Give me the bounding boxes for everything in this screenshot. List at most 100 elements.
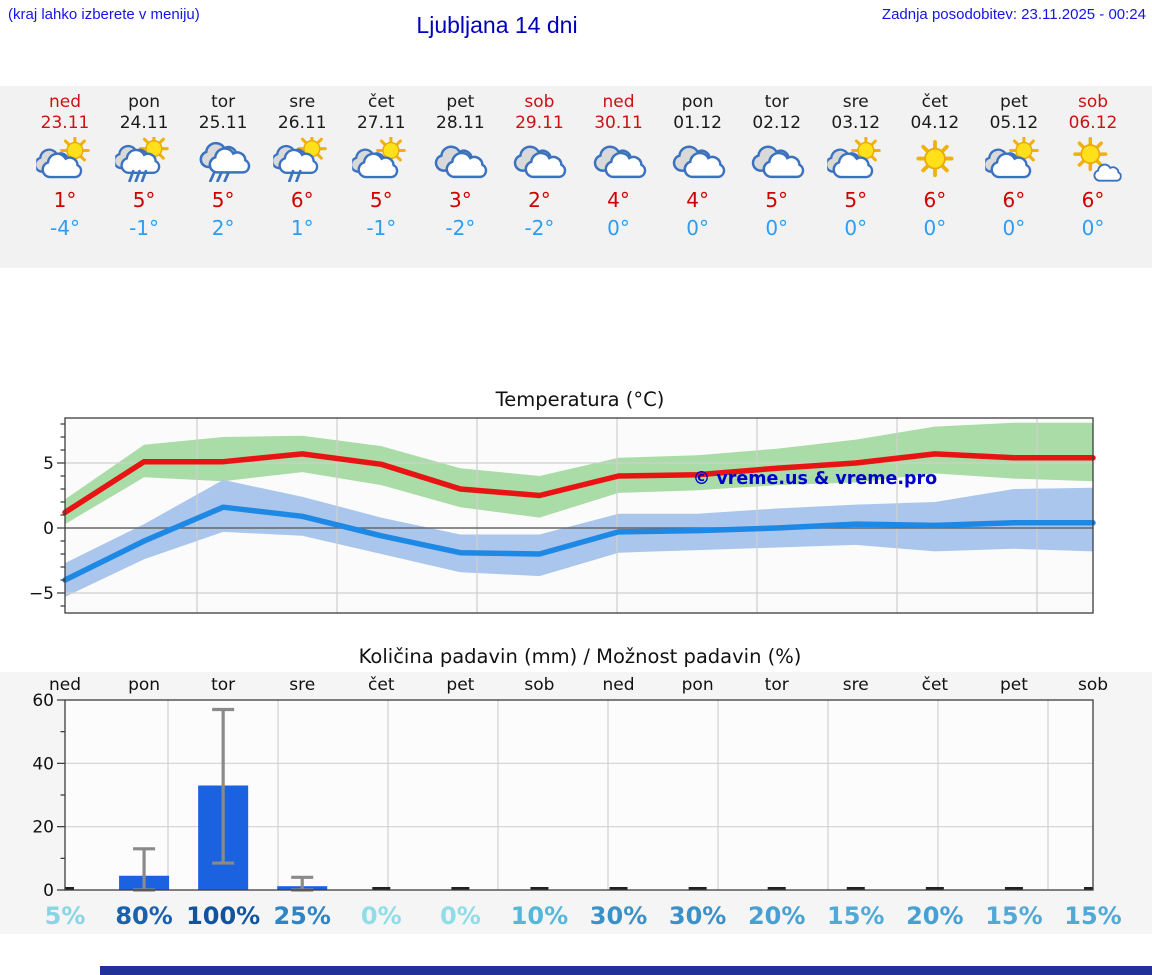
day-column[interactable]: pet 05.12 6° 0° xyxy=(974,92,1053,239)
precip-zero-mark xyxy=(65,887,74,890)
precip-ytick-label: 60 xyxy=(32,691,54,711)
day-name: sre xyxy=(842,92,869,112)
day-column[interactable]: pon 01.12 4° 0° xyxy=(658,92,737,239)
day-name: pet xyxy=(999,92,1028,112)
precip-probability: 10% xyxy=(510,902,569,930)
precip-probability: 20% xyxy=(747,902,806,930)
temp-ytick-label: 5 xyxy=(43,454,54,474)
day-date: 27.11 xyxy=(356,113,406,133)
clouds-icon xyxy=(669,137,727,182)
day-high-temp: 4° xyxy=(607,188,630,212)
precip-zero-mark xyxy=(530,887,549,890)
precip-probability: 25% xyxy=(273,902,331,930)
temp-max-range xyxy=(65,422,1093,525)
clouds-icon xyxy=(431,137,489,182)
day-date: 23.11 xyxy=(40,113,90,133)
precip-probability: 30% xyxy=(589,902,648,930)
day-column[interactable]: čet 27.11 5° -1° xyxy=(342,92,421,239)
sun-cloud-rain3-icon xyxy=(115,137,173,182)
day-high-temp: 6° xyxy=(1081,188,1105,212)
day-name: pet xyxy=(446,92,475,112)
day-high-temp: 5° xyxy=(211,188,235,212)
precip-day-label: pet xyxy=(999,675,1028,695)
day-name: čet xyxy=(921,92,949,112)
footer-bar xyxy=(100,966,1152,975)
precip-probability: 20% xyxy=(906,902,964,930)
precip-day-label: tor xyxy=(211,675,236,695)
day-date: 29.11 xyxy=(515,113,564,133)
day-low-temp: 0° xyxy=(923,216,947,240)
day-column[interactable]: pon 24.11 5° -1° xyxy=(105,92,184,239)
precipitation-chart-title: Količina padavin (mm) / Možnost padavin … xyxy=(358,645,802,668)
precip-error-bar xyxy=(212,707,235,865)
clouds-icon xyxy=(510,137,568,182)
precip-day-label: čet xyxy=(921,675,949,695)
day-low-temp: 2° xyxy=(211,216,235,240)
sun-cloud-icon xyxy=(36,137,94,182)
sun-cloud-icon xyxy=(985,137,1043,182)
day-column[interactable]: pet 28.11 3° -2° xyxy=(421,92,500,239)
temp-min xyxy=(62,504,1096,583)
day-strip: ned 23.11 1° -4° pon 24.11 5° -1° tor 25.11 5° 2° sr… xyxy=(0,86,1152,268)
day-high-temp: 5° xyxy=(765,188,789,212)
day-low-temp: -2° xyxy=(524,216,555,240)
precip-zero-mark xyxy=(451,887,470,890)
precip-probability: 30% xyxy=(668,902,727,930)
precip-probability: 5% xyxy=(44,902,86,930)
day-low-temp: -1° xyxy=(129,216,160,240)
sun-cloud-rain2-icon xyxy=(273,137,331,182)
day-column[interactable]: sob 29.11 2° -2° xyxy=(500,92,579,239)
precip-probability: 0% xyxy=(360,902,402,930)
day-date: 28.11 xyxy=(436,113,485,133)
day-high-temp: 3° xyxy=(449,188,472,212)
temp-max xyxy=(62,451,1096,516)
day-name: pon xyxy=(128,92,161,112)
sun-cloud-icon xyxy=(827,137,885,182)
day-low-temp: 0° xyxy=(1002,216,1026,240)
day-column[interactable]: ned 30.11 4° 0° xyxy=(579,92,658,239)
precip-day-label: ned xyxy=(48,675,82,695)
day-name: ned xyxy=(602,92,635,112)
day-column[interactable]: tor 25.11 5° 2° xyxy=(184,92,263,239)
precip-ytick-label: 0 xyxy=(43,881,54,901)
day-column[interactable]: sre 03.12 5° 0° xyxy=(816,92,895,239)
precipitation-chart: 0 20 40 60 xyxy=(32,691,1094,901)
precip-probability: 100% xyxy=(186,902,261,930)
day-high-temp: 1° xyxy=(53,188,77,212)
day-low-temp: 0° xyxy=(765,216,789,240)
precip-zero-mark xyxy=(688,887,707,890)
temp-min-range xyxy=(65,479,1093,597)
day-low-temp: 0° xyxy=(844,216,868,240)
day-high-temp: 6° xyxy=(290,188,314,212)
menu-hint-text: (kraj lahko izberete v meniju) xyxy=(8,6,200,23)
sun-icon xyxy=(906,137,964,182)
day-date: 30.11 xyxy=(594,113,643,133)
precip-day-label: pet xyxy=(446,675,475,695)
day-column[interactable]: čet 04.12 6° 0° xyxy=(895,92,974,239)
precip-day-label: čet xyxy=(368,675,395,695)
day-high-temp: 4° xyxy=(686,188,709,212)
day-low-temp: 0° xyxy=(686,216,709,240)
day-column[interactable]: ned 23.11 1° -4° xyxy=(26,92,105,239)
day-name: tor xyxy=(211,92,236,112)
precip-ytick-label: 20 xyxy=(32,818,54,838)
precip-zero-mark xyxy=(846,887,865,890)
day-date: 06.12 xyxy=(1068,113,1118,133)
watermark-text: © vreme.us & vreme.pro xyxy=(693,469,937,489)
precip-zero-mark xyxy=(925,887,944,890)
last-update-text: Zadnja posodobitev: 23.11.2025 - 00:24 xyxy=(881,6,1146,23)
day-date: 02.12 xyxy=(752,113,802,133)
day-column[interactable]: sob 06.12 6° 0° xyxy=(1054,92,1133,239)
precip-probability: 15% xyxy=(827,902,885,930)
precip-ytick-label: 40 xyxy=(32,754,54,774)
clouds-icon xyxy=(590,137,648,182)
day-column[interactable]: sre 26.11 6° 1° xyxy=(263,92,342,239)
day-high-temp: 5° xyxy=(132,188,156,212)
precip-day-label: ned xyxy=(602,675,635,695)
day-name: sob xyxy=(524,92,555,112)
precip-probability: 0% xyxy=(440,902,481,930)
day-column[interactable]: tor 02.12 5° 0° xyxy=(737,92,816,239)
sun-cloud-icon xyxy=(352,137,410,182)
day-date: 01.12 xyxy=(673,113,722,133)
day-date: 03.12 xyxy=(831,113,881,133)
